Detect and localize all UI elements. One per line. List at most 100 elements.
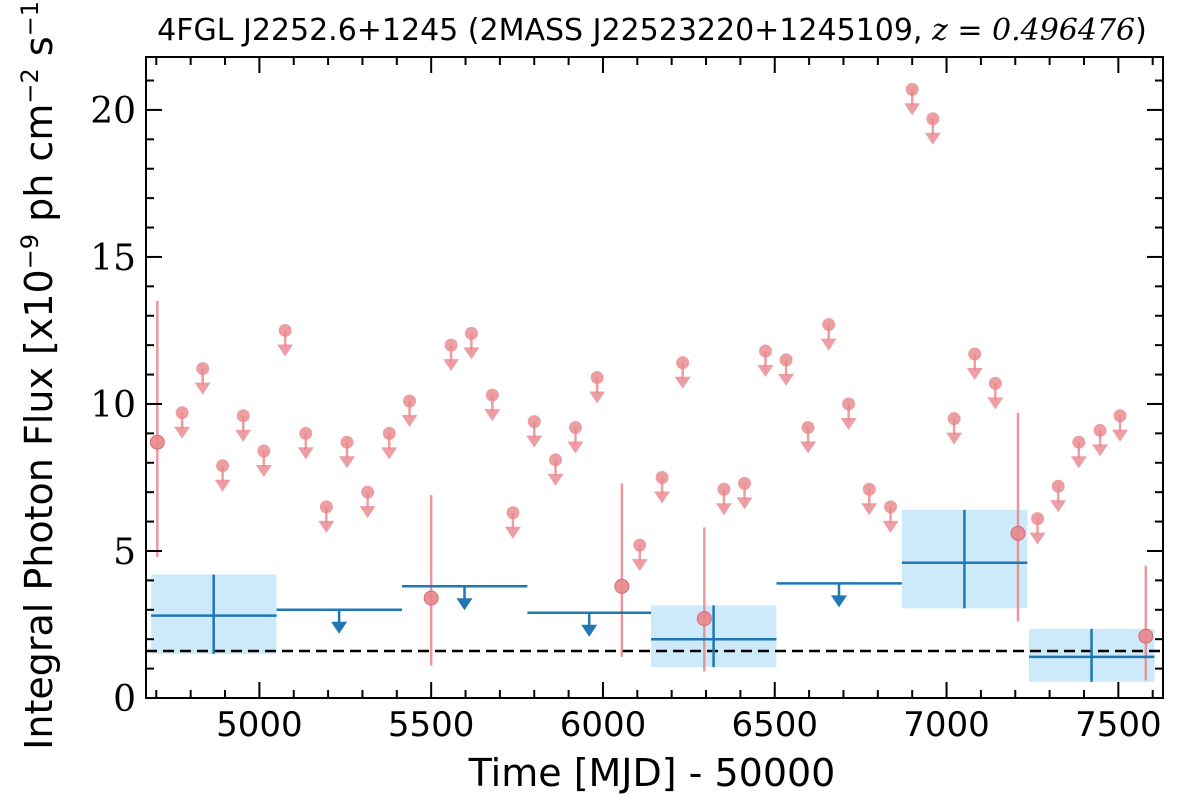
- short-bin-upper-limit-arrow: [194, 382, 211, 395]
- short-bin-upper-limit-arrow: [381, 447, 398, 460]
- short-bin-upper-limit-point: [175, 406, 189, 420]
- short-bin-detection-point: [1010, 525, 1026, 541]
- short-bin-upper-limit-point: [758, 344, 772, 358]
- y-tick-label: 10: [90, 385, 136, 426]
- x-tick-label: 6000: [560, 705, 647, 745]
- short-bin-upper-limit-arrow: [1092, 444, 1109, 457]
- short-bin-upper-limit-arrow: [778, 373, 795, 386]
- ylabel-exp1: −9: [16, 234, 44, 269]
- short-bin-upper-limit-arrow: [1029, 532, 1046, 545]
- short-bin-upper-limit-point: [905, 82, 919, 96]
- short-bin-upper-limit-arrow: [526, 435, 543, 448]
- short-bin-upper-limit-arrow: [924, 132, 941, 145]
- x-tick-label: 5000: [216, 705, 303, 745]
- short-bin-upper-limit-point: [655, 470, 669, 484]
- short-bin-upper-limit-point: [884, 500, 898, 514]
- short-bin-upper-limit-arrow: [589, 391, 606, 404]
- short-bin-upper-limit-point: [1113, 409, 1127, 423]
- ylabel-mid: ph cm: [17, 104, 61, 234]
- short-bin-upper-limit-arrow: [800, 441, 817, 454]
- short-bin-upper-limit-arrow: [318, 520, 335, 533]
- short-bin-upper-limit-arrow: [820, 338, 837, 351]
- short-bin-upper-limit-arrow: [736, 497, 753, 510]
- short-bin-upper-limit-arrow: [255, 465, 272, 478]
- short-bin-upper-limit-arrow: [861, 503, 878, 516]
- plot-frame: [145, 56, 1164, 699]
- short-bin-upper-limit-arrow: [674, 376, 691, 389]
- short-bin-detection-point: [614, 578, 630, 594]
- short-bin-upper-limit-point: [236, 409, 250, 423]
- long-bin-bands: [151, 509, 1155, 682]
- ylabel-exp3: −1: [16, 1, 44, 36]
- short-bin-upper-limit-arrow: [174, 426, 191, 439]
- short-bin-upper-limit-point: [257, 444, 271, 458]
- short-bin-upper-limit-point: [633, 538, 647, 552]
- short-bin-upper-limit-point: [862, 482, 876, 496]
- short-bin-upper-limit-arrow: [1050, 500, 1067, 513]
- x-tick-label: 6500: [731, 705, 818, 745]
- short-bin-upper-limit-point: [568, 420, 582, 434]
- short-bin-upper-limit-point: [676, 356, 690, 370]
- short-bin-upper-limit-arrow: [277, 344, 294, 357]
- short-bin-upper-limit-arrow: [631, 559, 648, 572]
- short-bin-upper-limit-arrow: [987, 397, 1004, 410]
- x-tick-labels: 5000 5500 6000 6500 7000 7500: [216, 705, 1161, 745]
- y-tick-label: 15: [90, 238, 136, 279]
- short-bin-upper-limit-arrow: [235, 429, 252, 442]
- ylabel-end: ]: [17, 0, 61, 1]
- short-bin-upper-limit-point: [968, 347, 982, 361]
- short-bin-upper-limit-arrow: [1112, 429, 1129, 442]
- long-bin-upper-limit-arrow: [456, 598, 473, 611]
- short-bin-upper-limit-arrow: [214, 479, 231, 492]
- title-redshift: z = 0.496476: [931, 13, 1135, 48]
- short-bin-upper-limit-arrow: [547, 473, 564, 486]
- title-prefix: 4FGL J2252.6+1245 (2MASS J22523220+12451…: [157, 13, 932, 48]
- short-bin-upper-limit-point: [464, 326, 478, 340]
- y-tick-label: 20: [90, 91, 136, 132]
- short-bin-upper-limit-point: [506, 506, 520, 520]
- x-tick-label: 7000: [903, 705, 990, 745]
- short-bin-upper-limit-arrow: [840, 417, 857, 430]
- x-tick-label: 5500: [388, 705, 475, 745]
- short-bin-upper-limit-arrow: [443, 359, 460, 372]
- short-bin-upper-limit-point: [196, 362, 210, 376]
- ylabel-base: Integral Photon Flux [x10: [17, 269, 61, 750]
- short-bin-upper-limit-point: [216, 459, 230, 473]
- y-tick-labels: 0 5 10 15 20: [90, 91, 136, 720]
- short-bin-detection-point: [423, 590, 439, 606]
- y-tick-label: 5: [113, 532, 136, 573]
- ylabel-exp2: −2: [16, 68, 44, 103]
- short-bin-upper-limit-arrow: [654, 491, 671, 504]
- long-bin-upper-limit-arrow: [831, 595, 848, 608]
- x-tick-label: 7500: [1075, 705, 1162, 745]
- y-tick-label: 0: [113, 679, 136, 720]
- short-bin-upper-limit-arrow: [966, 367, 983, 380]
- short-bin-upper-limit-point: [1031, 512, 1045, 526]
- short-bin-detection-point: [696, 611, 712, 627]
- short-bin-upper-limit-arrow: [504, 526, 521, 539]
- y-axis-label: Integral Photon Flux [x10−9 ph cm−2 s−1]: [16, 0, 61, 750]
- x-axis-label: Time [MJD] - 50000: [468, 751, 836, 795]
- short-bin-upper-limit-point: [485, 388, 499, 402]
- short-bin-detection-point: [149, 434, 165, 450]
- short-bin-upper-limit-point: [549, 453, 563, 467]
- short-bin-upper-limit-point: [278, 323, 292, 337]
- short-bin-upper-limit-arrow: [401, 415, 418, 428]
- short-bin-upper-limit-point: [403, 394, 417, 408]
- long-bin-points: [151, 509, 1155, 682]
- short-bin-upper-limit-arrow: [757, 365, 774, 378]
- short-bin-upper-limit-arrow: [463, 347, 480, 360]
- short-bin-upper-limit-arrow: [904, 103, 921, 116]
- short-bin-upper-limit-point: [822, 318, 836, 332]
- short-bin-upper-limit-point: [361, 485, 375, 499]
- short-bin-detection-point: [1138, 628, 1154, 644]
- short-bin-upper-limit-point: [382, 426, 396, 440]
- short-bin-upper-limit-point: [988, 376, 1002, 390]
- short-bin-upper-limit-arrow: [297, 447, 314, 460]
- ylabel-s: s: [17, 36, 61, 68]
- short-bin-upper-limit-point: [842, 397, 856, 411]
- short-bin-upper-limit-arrow: [946, 432, 963, 445]
- short-bin-upper-limit-point: [717, 482, 731, 496]
- long-bin-upper-limit-arrow: [581, 624, 598, 637]
